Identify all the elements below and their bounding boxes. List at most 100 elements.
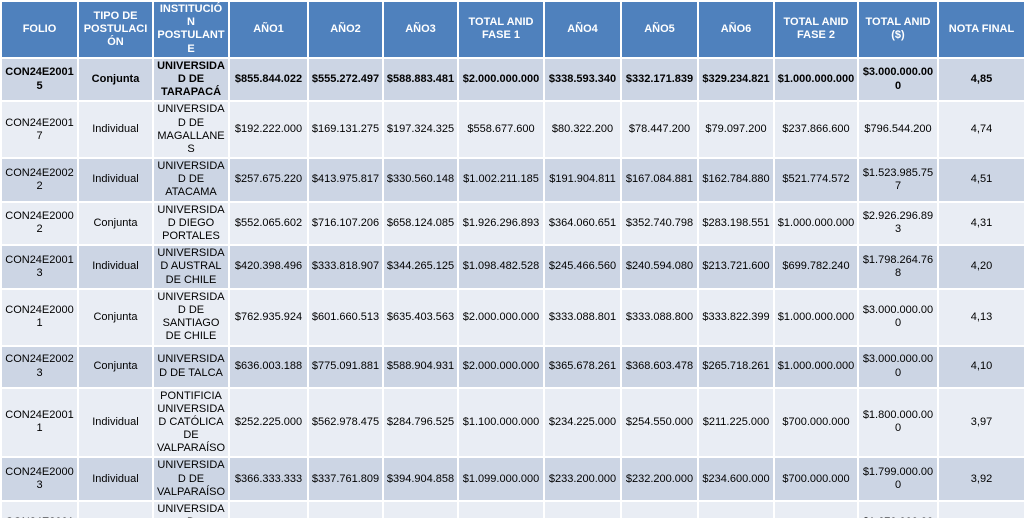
cell-ano4: $365.678.261 <box>543 344 622 389</box>
column-header-institucion-postulante: INSTITUCIÓN POSTULANTE <box>152 0 230 59</box>
table-row: CON24E20002 Conjunta UNIVERSIDAD DIEGO POR… <box>0 200 1024 247</box>
cell-total-anid-fase-2: $1.000.000.000 <box>773 200 859 247</box>
cell-institucion-postulante: UNIVERSIDAD DE MAGALLANES <box>152 100 230 160</box>
cell-total-anid-fase-2: $700.000.000 <box>773 500 859 518</box>
cell-folio: CON24E20001 <box>0 287 79 347</box>
cell-ano1: $192.222.000 <box>228 100 309 160</box>
cell-folio: CON24E20017 <box>0 100 79 160</box>
cell-total-anid: $3.000.000.000 <box>857 287 939 347</box>
cell-tipo-de-postulacion: Individual <box>77 244 154 290</box>
cell-tipo-de-postulacion: Conjunta <box>77 56 154 103</box>
cell-ano3: $588.883.481 <box>382 56 459 103</box>
cell-total-anid-fase-1: $970.000.000 <box>457 500 545 518</box>
cell-tipo-de-postulacion: Conjunta <box>77 200 154 247</box>
cell-ano4: $233.200.000 <box>543 456 622 502</box>
cell-total-anid: $1.799.000.000 <box>857 456 939 502</box>
cell-ano4: $233.666.666 <box>543 500 622 518</box>
cell-total-anid-fase-2: $1.000.000.000 <box>773 287 859 347</box>
cell-total-anid-fase-1: $1.100.000.000 <box>457 386 545 459</box>
cell-total-anid-fase-1: $2.000.000.000 <box>457 344 545 389</box>
table-row: CON24E20001 Conjunta UNIVERSIDAD DE SANTIA… <box>0 287 1024 347</box>
cell-tipo-de-postulacion: Individual <box>77 157 154 203</box>
cell-institucion-postulante: UNIVERSIDAD DE TARAPACÁ <box>152 56 230 103</box>
cell-ano5: $233.466.667 <box>620 500 699 518</box>
cell-ano1: $552.065.602 <box>228 200 309 247</box>
cell-folio: CON24E20015 <box>0 56 79 103</box>
cell-ano3: $658.124.085 <box>382 200 459 247</box>
cell-total-anid-fase-1: $558.677.600 <box>457 100 545 160</box>
cell-ano6: $211.225.000 <box>697 386 775 459</box>
cell-nota-final: 4,10 <box>937 344 1024 389</box>
column-header-ano2: AÑO2 <box>307 0 384 59</box>
cell-total-anid: $796.544.200 <box>857 100 939 160</box>
cell-ano1: $252.225.000 <box>228 386 309 459</box>
column-header-folio: FOLIO <box>0 0 79 59</box>
table-row: CON24E20011 Individual PONTIFICIA UNIVERSI… <box>0 386 1024 459</box>
cell-total-anid-fase-1: $1.098.482.528 <box>457 244 545 290</box>
cell-ano1: $762.935.924 <box>228 287 309 347</box>
cell-folio: CON24E20023 <box>0 344 79 389</box>
cell-total-anid: $1.800.000.000 <box>857 386 939 459</box>
cell-total-anid-fase-1: $1.002.211.185 <box>457 157 545 203</box>
cell-ano2: $333.818.907 <box>307 244 384 290</box>
cell-total-anid: $3.000.000.000 <box>857 56 939 103</box>
cell-total-anid-fase-1: $1.099.000.000 <box>457 456 545 502</box>
cell-nota-final: 4,51 <box>937 157 1024 203</box>
cell-institucion-postulante: UNIVERSIDAD AUSTRAL DE CHILE <box>152 244 230 290</box>
cell-tipo-de-postulacion: Individual <box>77 500 154 518</box>
cell-ano5: $232.200.000 <box>620 456 699 502</box>
cell-nota-final: 4,20 <box>937 244 1024 290</box>
cell-nota-final: 4,85 <box>937 56 1024 103</box>
table-row: CON24E20022 Individual UNIVERSIDAD DE ATAC… <box>0 157 1024 203</box>
column-header-ano4: AÑO4 <box>543 0 622 59</box>
cell-ano3: $330.560.148 <box>382 157 459 203</box>
cell-folio: CON24E20002 <box>0 200 79 247</box>
column-header-total-anid: TOTAL ANID ($) <box>857 0 939 59</box>
cell-ano6: $265.718.261 <box>697 344 775 389</box>
cell-ano5: $240.594.080 <box>620 244 699 290</box>
cell-ano2: $601.660.513 <box>307 287 384 347</box>
cell-total-anid-fase-2: $1.000.000.000 <box>773 344 859 389</box>
cell-ano5: $352.740.798 <box>620 200 699 247</box>
cell-folio: CON24E20019 <box>0 500 79 518</box>
cell-nota-final: 3,92 <box>937 456 1024 502</box>
cell-ano1: $855.844.022 <box>228 56 309 103</box>
cell-total-anid-fase-2: $700.000.000 <box>773 386 859 459</box>
cell-total-anid: $1.798.264.768 <box>857 244 939 290</box>
cell-total-anid: $3.000.000.000 <box>857 344 939 389</box>
cell-total-anid-fase-2: $521.774.572 <box>773 157 859 203</box>
cell-folio: CON24E20013 <box>0 244 79 290</box>
cell-ano2: $716.107.206 <box>307 200 384 247</box>
cell-ano4: $191.904.811 <box>543 157 622 203</box>
cell-ano4: $333.088.801 <box>543 287 622 347</box>
cell-institucion-postulante: UNIVERSIDAD AUTÓNOMA DE CHILE <box>152 500 230 518</box>
cell-institucion-postulante: UNIVERSIDAD DIEGO PORTALES <box>152 200 230 247</box>
table-row: CON24E20023 Conjunta UNIVERSIDAD DE TALCA $… <box>0 344 1024 389</box>
cell-ano3: $344.265.125 <box>382 244 459 290</box>
cell-ano6: $79.097.200 <box>697 100 775 160</box>
cell-tipo-de-postulacion: Conjunta <box>77 287 154 347</box>
cell-nota-final: 4,13 <box>937 287 1024 347</box>
cell-folio: CON24E20003 <box>0 456 79 502</box>
cell-ano6: $333.822.399 <box>697 287 775 347</box>
header-row: FOLIO TIPO DE POSTULACIÓN INSTITUCIÓN POST… <box>0 0 1024 59</box>
cell-ano3: $284.796.525 <box>382 386 459 459</box>
cell-nota-final: 3,97 <box>937 386 1024 459</box>
cell-ano6: $213.721.600 <box>697 244 775 290</box>
cell-ano1: $636.003.188 <box>228 344 309 389</box>
cell-ano6: $162.784.880 <box>697 157 775 203</box>
column-header-nota-final: NOTA FINAL <box>937 0 1024 59</box>
cell-ano4: $338.593.340 <box>543 56 622 103</box>
table-row: CON24E20019IndividualUNIVERSIDAD AUTÓNOM… <box>0 500 1024 518</box>
cell-ano1: $420.398.496 <box>228 244 309 290</box>
column-header-total-anid-fase-1: TOTAL ANID FASE 1 <box>457 0 545 59</box>
cell-ano3: $588.904.931 <box>382 344 459 389</box>
cell-institucion-postulante: UNIVERSIDAD DE ATACAMA <box>152 157 230 203</box>
cell-ano6: $232.866.667 <box>697 500 775 518</box>
cell-ano1: $366.333.333 <box>228 456 309 502</box>
cell-ano2: $169.131.275 <box>307 100 384 160</box>
table-row: CON24E20015 Conjunta UNIVERSIDAD DE TARAPA… <box>0 56 1024 103</box>
cell-tipo-de-postulacion: Individual <box>77 456 154 502</box>
cell-ano2: $305.435.142 <box>307 500 384 518</box>
cell-ano3: $635.403.563 <box>382 287 459 347</box>
